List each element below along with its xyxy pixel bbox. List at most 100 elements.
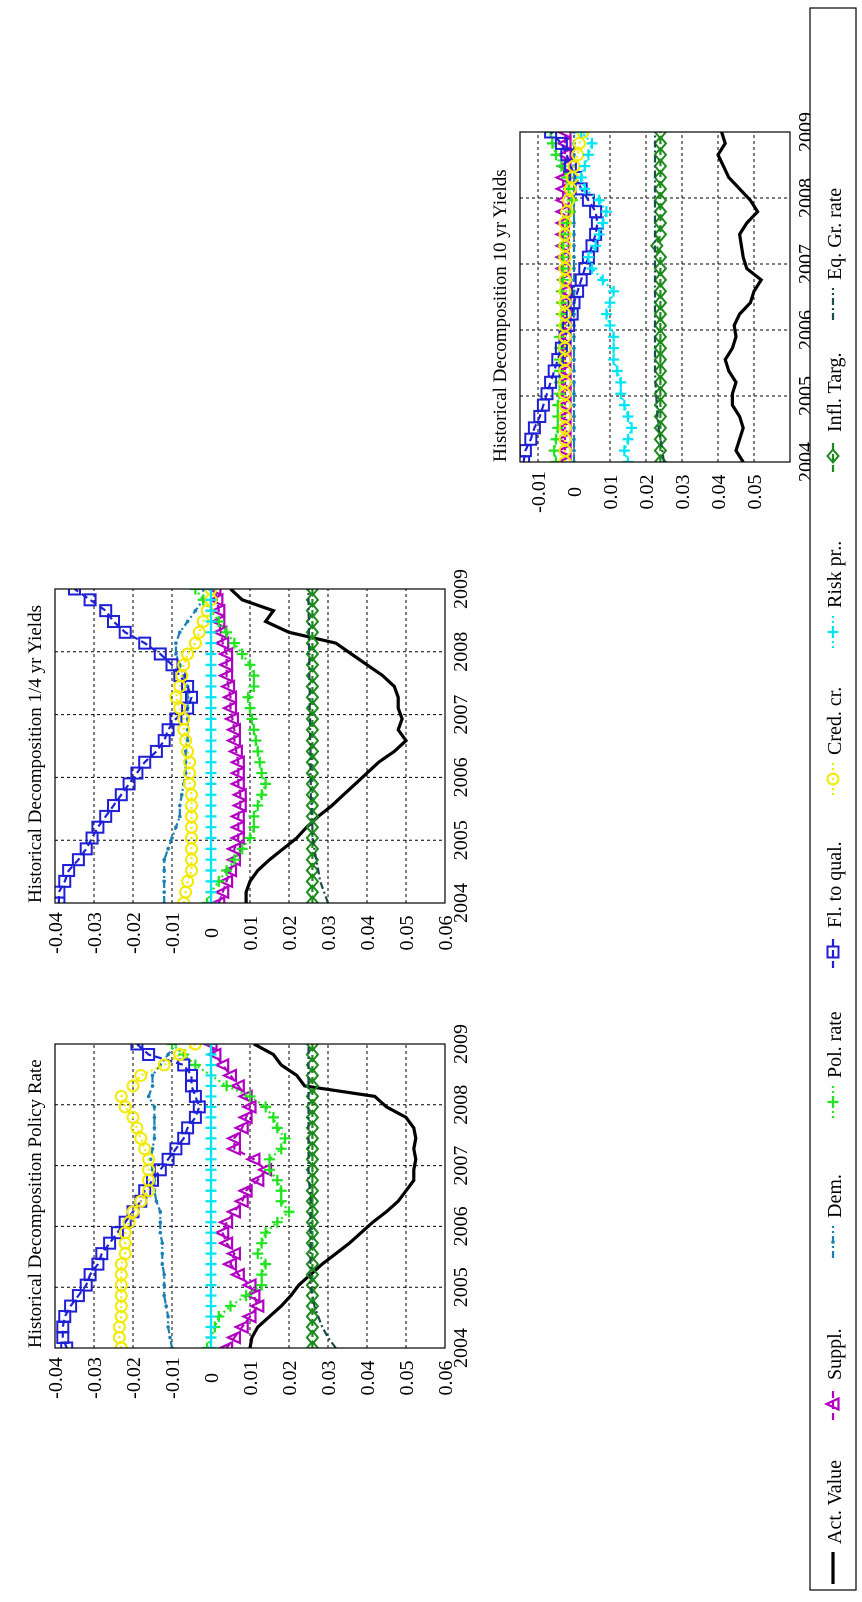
point-infl bbox=[653, 340, 668, 357]
point-risk bbox=[618, 445, 630, 457]
point-pol bbox=[256, 1269, 268, 1281]
point-pol bbox=[260, 1101, 272, 1113]
legend-marker-infl bbox=[826, 447, 840, 465]
series-line-pol bbox=[171, 1044, 291, 1348]
point-dem bbox=[158, 1209, 163, 1214]
point-pol bbox=[248, 821, 260, 833]
point-sup bbox=[225, 1131, 241, 1146]
point-sup bbox=[223, 711, 240, 727]
point-pol bbox=[248, 670, 260, 682]
series-line-act bbox=[229, 589, 409, 903]
point-pol bbox=[271, 1122, 283, 1134]
point-fl bbox=[107, 799, 120, 813]
point-fl bbox=[153, 647, 167, 661]
point-risk bbox=[205, 756, 217, 768]
point-risk bbox=[205, 1311, 217, 1323]
axes-frame bbox=[54, 588, 446, 904]
point-sup bbox=[555, 136, 572, 151]
point-risk bbox=[604, 319, 616, 331]
point-dem bbox=[160, 1241, 165, 1245]
time-tick-label: 2005 bbox=[450, 820, 472, 860]
point-fl bbox=[149, 744, 163, 758]
value-tick-label: 0.01 bbox=[240, 1361, 262, 1396]
point-fl bbox=[99, 809, 113, 823]
point-dem bbox=[170, 836, 174, 840]
point-risk bbox=[205, 1143, 217, 1155]
point-infl bbox=[305, 829, 320, 847]
point-pol bbox=[550, 149, 562, 161]
point-sup bbox=[217, 1235, 234, 1251]
point-dem bbox=[572, 243, 576, 248]
point-infl bbox=[305, 1224, 320, 1241]
point-dem bbox=[572, 266, 576, 271]
point-sup bbox=[248, 1298, 265, 1314]
point-sup bbox=[248, 1173, 265, 1188]
point-pol bbox=[236, 843, 248, 855]
value-tick-label: 0.04 bbox=[708, 475, 730, 510]
point-risk bbox=[593, 228, 605, 240]
point-dem bbox=[152, 1115, 157, 1120]
point-sup bbox=[555, 132, 572, 140]
legend-label-fl: Fl. to qual. bbox=[824, 841, 846, 928]
point-cred bbox=[134, 1068, 148, 1082]
legend-label-dem: Dem. bbox=[824, 1174, 846, 1218]
point-risk bbox=[205, 713, 217, 725]
point-sup bbox=[213, 1057, 230, 1073]
point-risk bbox=[622, 410, 634, 422]
point-cred bbox=[173, 1047, 187, 1061]
legend-label-infl: Infl. Targ. bbox=[824, 352, 846, 432]
point-risk bbox=[205, 1216, 217, 1228]
value-tick-label: 0.01 bbox=[240, 916, 262, 951]
point-pol bbox=[244, 832, 256, 844]
point-risk bbox=[600, 308, 612, 320]
point-dem bbox=[150, 1147, 155, 1151]
point-sup bbox=[205, 1047, 222, 1062]
point-fl bbox=[185, 1068, 198, 1082]
point-fl bbox=[138, 755, 152, 769]
point-risk bbox=[205, 1237, 217, 1249]
point-infl bbox=[305, 1182, 320, 1199]
point-sup bbox=[233, 1120, 249, 1136]
point-infl bbox=[653, 203, 668, 220]
point-dem bbox=[166, 1325, 170, 1329]
point-fl bbox=[122, 777, 136, 791]
point-sup bbox=[229, 755, 245, 770]
point-cred bbox=[173, 701, 187, 715]
series-group bbox=[55, 589, 409, 903]
time-tick-label: 2006 bbox=[450, 1206, 472, 1246]
point-infl bbox=[653, 283, 668, 300]
point-pol bbox=[264, 1153, 275, 1165]
value-tick-label: 0.04 bbox=[357, 1361, 379, 1396]
point-dem bbox=[179, 792, 184, 797]
point-risk bbox=[597, 274, 609, 286]
point-pol bbox=[250, 735, 262, 747]
point-infl bbox=[653, 169, 668, 186]
point-pol bbox=[260, 1227, 272, 1239]
point-dem bbox=[572, 357, 576, 362]
value-tick-label: 0.02 bbox=[279, 1361, 301, 1396]
point-fl bbox=[169, 1142, 183, 1156]
series-line-risk bbox=[580, 132, 633, 462]
point-sup bbox=[229, 819, 245, 835]
point-infl bbox=[305, 754, 320, 771]
point-sup bbox=[225, 733, 241, 748]
point-cred bbox=[576, 132, 590, 139]
point-risk bbox=[608, 285, 620, 297]
point-risk bbox=[205, 832, 217, 844]
point-infl bbox=[653, 317, 668, 334]
point-risk bbox=[205, 1195, 217, 1207]
point-pol bbox=[256, 1237, 268, 1249]
point-sup bbox=[229, 1267, 245, 1282]
value-tick-label: 0.03 bbox=[318, 916, 340, 951]
point-infl bbox=[653, 192, 668, 209]
point-sup bbox=[209, 895, 226, 903]
point-infl bbox=[305, 1203, 320, 1220]
value-tick-label: 0.01 bbox=[600, 475, 622, 510]
value-tick-label: 0.02 bbox=[279, 916, 301, 951]
point-dem bbox=[572, 448, 576, 453]
point-pol bbox=[256, 1279, 268, 1291]
point-sup bbox=[217, 668, 234, 683]
time-tick-label: 2004 bbox=[450, 883, 472, 923]
point-infl bbox=[305, 1235, 320, 1252]
